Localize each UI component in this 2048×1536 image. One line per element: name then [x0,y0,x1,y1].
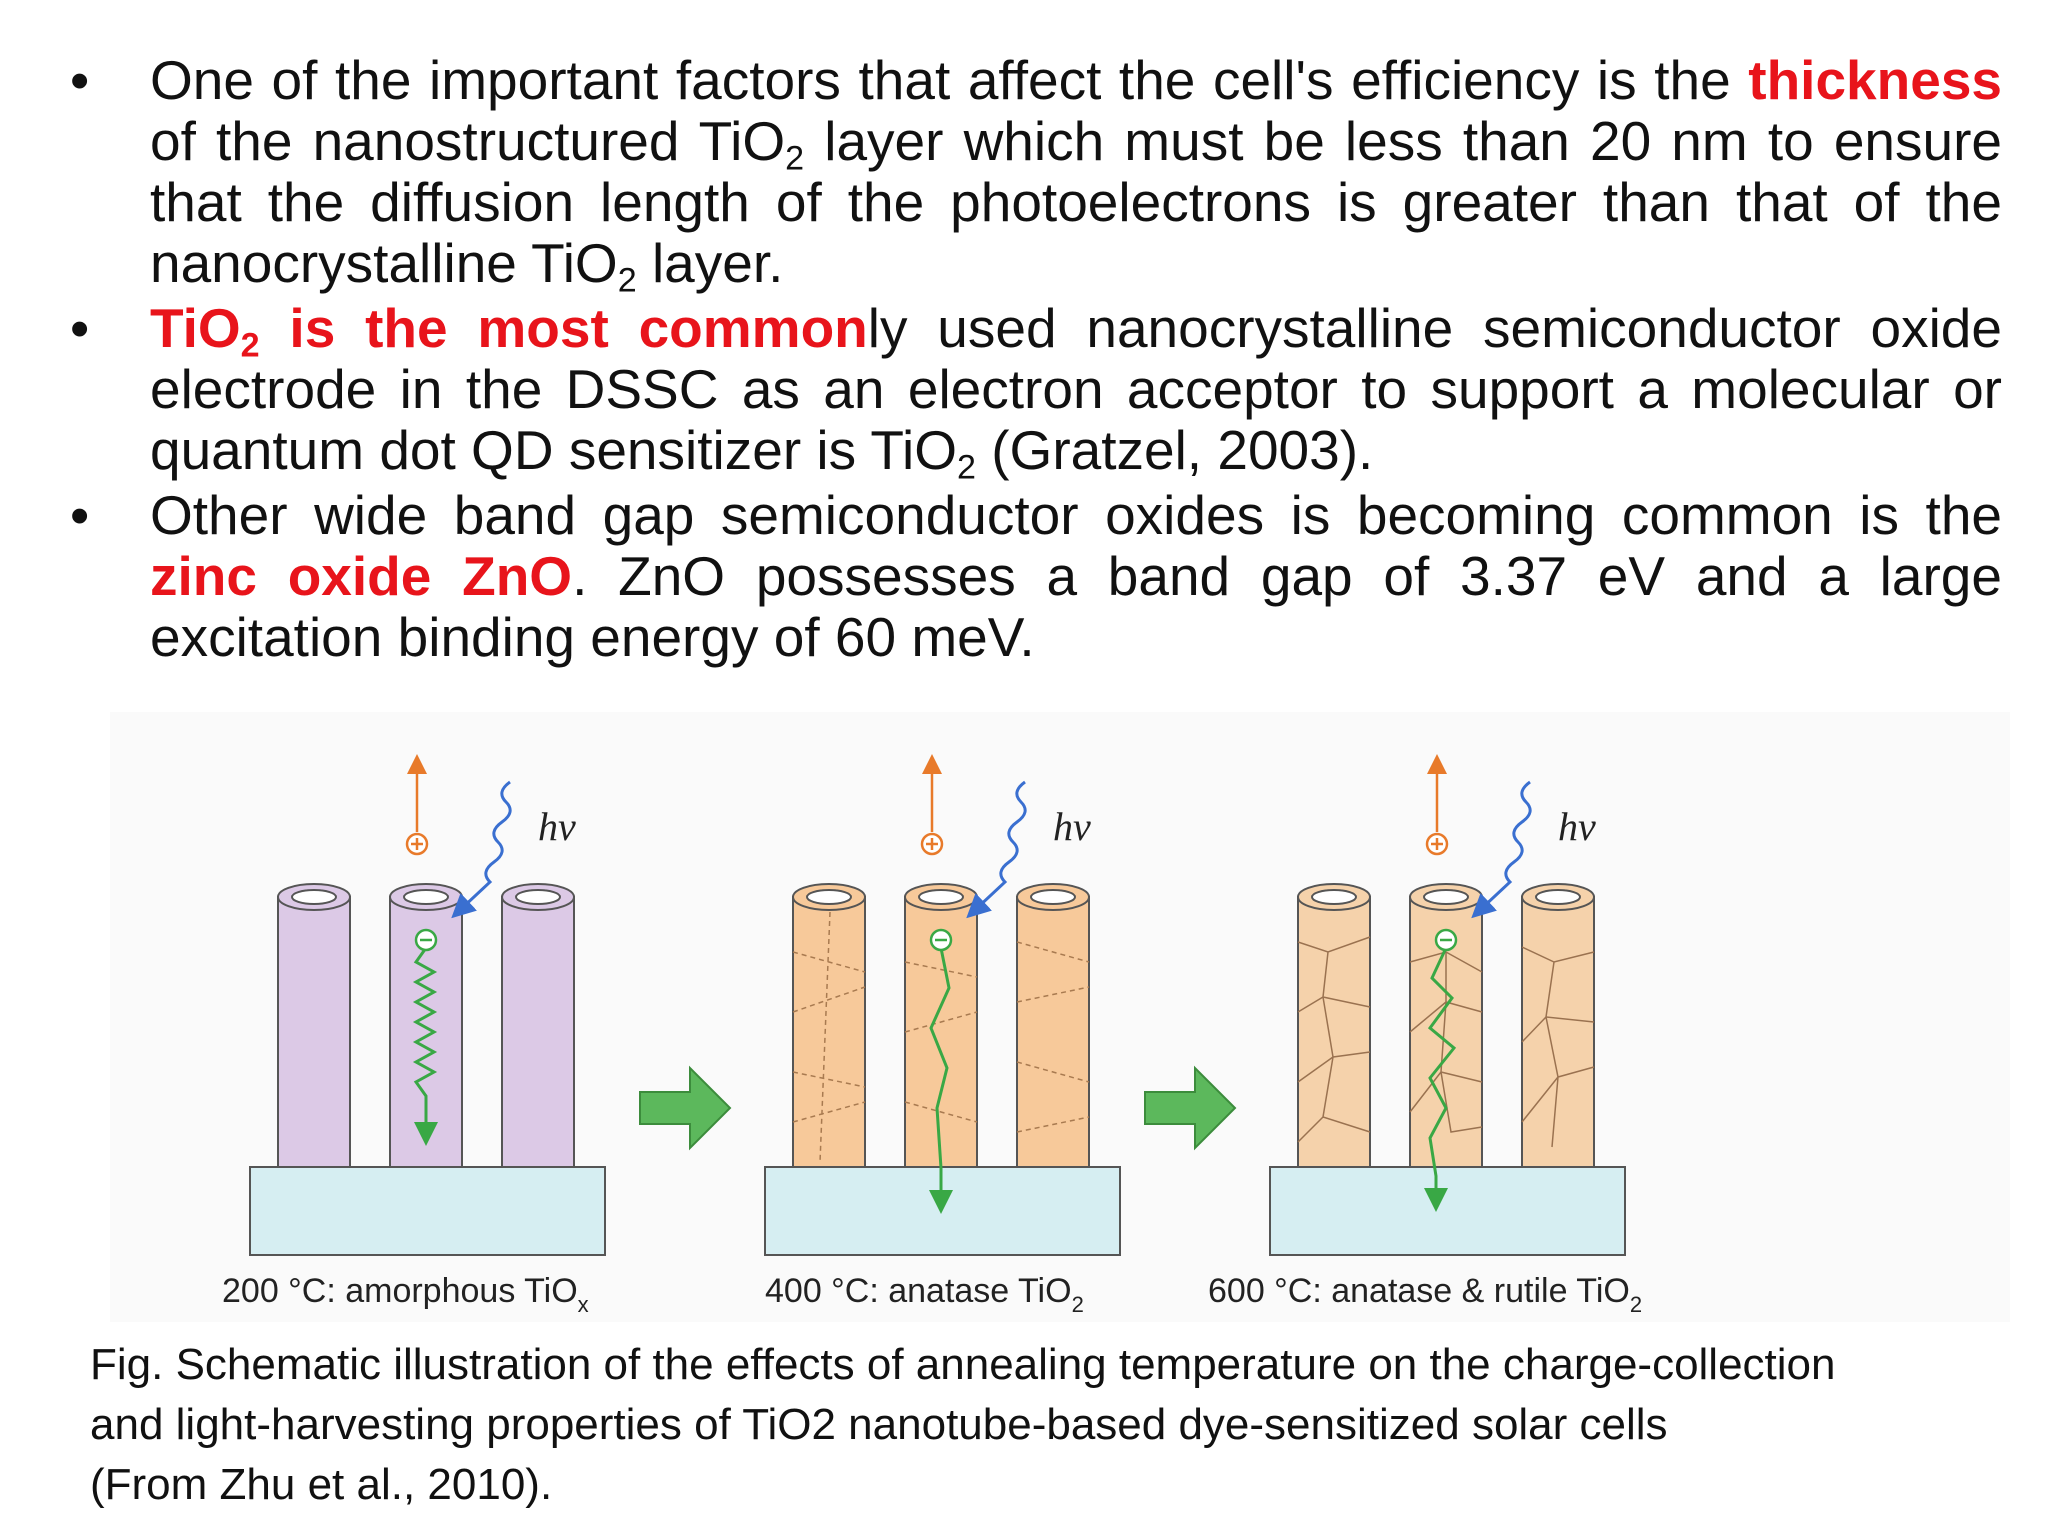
substrate [249,1166,606,1256]
highlight-most-common: is the most common [259,297,868,359]
nanotube-figure: hν [110,712,2010,1322]
bullet-text: . ZnO possesses a band gap of 3.37 eV an… [150,545,2002,668]
bullet-dot: • [70,484,90,546]
nanotube [277,883,351,1168]
photon-wave [1471,780,1532,919]
bullet-dot: • [70,297,90,359]
subscript: 2 [240,326,260,365]
nanotube-active [904,883,978,1168]
caption-line: (From Zhu et al., 2010). [90,1460,553,1509]
hv-label: hν [1053,804,1091,849]
bullet-thickness: • One of the important factors that affe… [62,49,2002,298]
bullet-text: Other wide band gap semiconductor oxides… [150,484,2002,546]
nanotube-schematic: hν [110,712,2010,1322]
highlight-tio2: TiO [150,297,241,359]
subscript: 2 [785,139,805,178]
bullet-text: of the nanostructured TiO [150,110,786,172]
caption-line: Fig. Schematic illustration of the effec… [90,1340,1836,1389]
nanotube [501,883,575,1168]
panel-amorphous: hν [249,754,606,1256]
bullet-text: (Gratzel, 2003). [975,419,1374,481]
hv-label: hν [1558,804,1596,849]
bullet-zno: • Other wide band gap semiconductor oxid… [62,485,2002,668]
right-arrow-icon [639,1065,732,1151]
panel-label-200: 200 °C: amorphous TiOx [222,1272,589,1317]
bullet-tio2: • TiO2 is the most commonly used nanocry… [62,297,2002,485]
bullet-text: layer. [636,232,784,294]
substrate [1269,1166,1626,1256]
nanotube [1521,883,1595,1168]
electron-path [1424,947,1457,1212]
panel-anatase-rutile: hν [1269,754,1626,1256]
right-arrow-icon [1144,1065,1237,1151]
highlight-zno: zinc oxide ZnO [150,545,573,607]
caption-line: and light-harvesting properties of TiO2 … [90,1400,1668,1449]
subscript: 2 [617,261,637,300]
highlight-thickness: thickness [1748,49,2002,111]
panel-label-400: 400 °C: anatase TiO2 [765,1272,1084,1317]
photon-wave [966,780,1027,919]
electron-path [929,947,953,1214]
bullet-dot: • [70,49,90,111]
nanotube [1297,883,1371,1168]
nanotube-active [1409,883,1483,1168]
panel-anatase: hν [764,754,1121,1256]
bullet-text: layer which must be less than 20 nm to e… [150,110,2002,294]
photon-wave [451,780,512,919]
subscript: 2 [956,448,976,487]
electron-path [412,947,438,1146]
bullet-text: One of the important factors that affect… [150,49,1749,111]
hv-label: hν [538,804,576,849]
nanotube [1016,883,1090,1168]
figure-caption: Fig. Schematic illustration of the effec… [90,1335,1990,1515]
panel-label-600: 600 °C: anatase & rutile TiO2 [1208,1272,1642,1317]
nanotube [792,883,866,1168]
bullet-list: • One of the important factors that affe… [62,50,2002,672]
bullet-text: ly used nanocrystalline semiconductor ox… [150,297,2002,481]
